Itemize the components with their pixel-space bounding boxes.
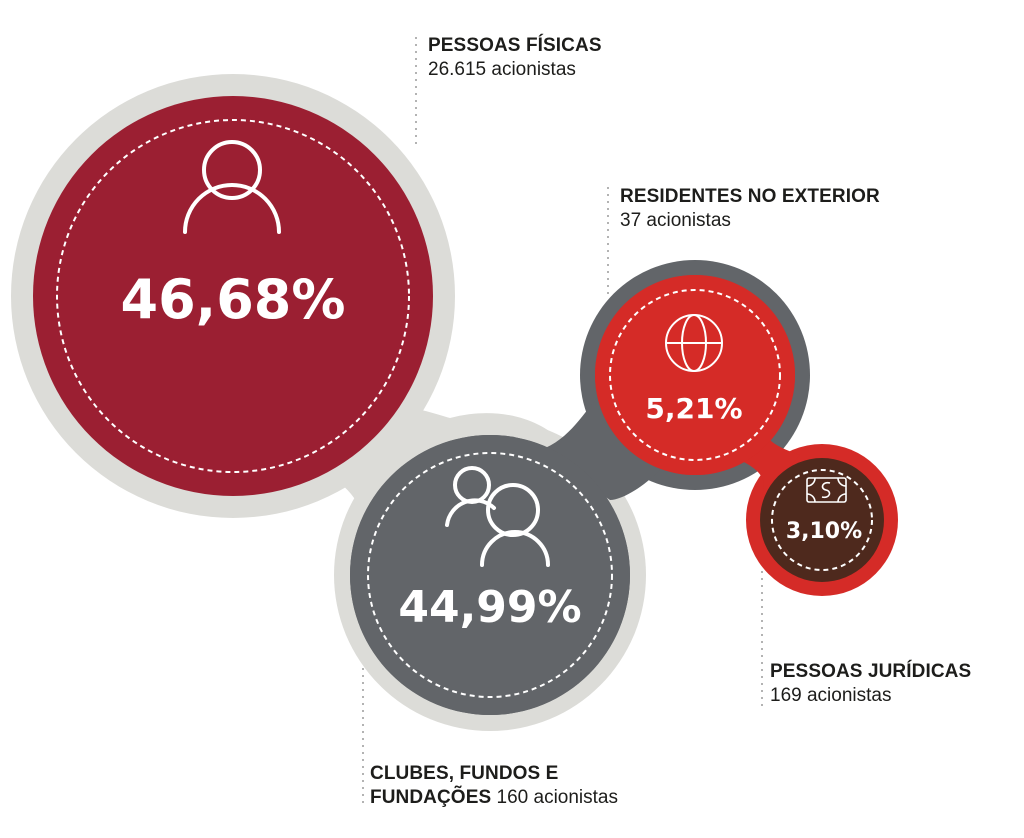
value-re: 5,21% (645, 392, 742, 425)
money-bill-icon (806, 477, 847, 503)
label-cff-count: 160 acionistas (496, 787, 618, 808)
bubble-pf (33, 96, 433, 496)
value-cff: 44,99% (398, 582, 581, 633)
person-icon (183, 140, 281, 234)
label-re: RESIDENTES NO EXTERIOR 37 acionistas (620, 185, 880, 233)
dashed-rings (56, 119, 873, 698)
bubble-pj (760, 458, 884, 582)
value-pf: 46,68% (121, 268, 346, 331)
label-cff-title-line2: FUNDAÇÕES (370, 787, 492, 808)
label-cff-title-line1: CLUBES, FUNDOS E (370, 763, 559, 784)
leader-lines (362, 37, 763, 809)
group-icon (445, 466, 550, 567)
label-pj-count: 169 acionistas (770, 685, 892, 706)
value-pj: 3,10% (786, 519, 862, 544)
label-re-title: RESIDENTES NO EXTERIOR (620, 186, 880, 207)
label-cff: CLUBES, FUNDOS E FUNDAÇÕES 160 acionista… (370, 762, 618, 810)
dashed-ring-pf (56, 119, 410, 473)
label-re-count: 37 acionistas (620, 210, 731, 231)
dashed-ring-cff (367, 452, 613, 698)
dashed-ring-re (609, 289, 781, 461)
dashed-ring-pj (771, 469, 873, 571)
label-pj-title: PESSOAS JURÍDICAS (770, 661, 972, 682)
label-pf-count: 26.615 acionistas (428, 59, 576, 80)
bubble-re (595, 275, 795, 475)
globe-icon (665, 314, 723, 372)
label-pf-title: PESSOAS FÍSICAS (428, 35, 602, 56)
label-pf: PESSOAS FÍSICAS 26.615 acionistas (428, 34, 602, 82)
label-pj: PESSOAS JURÍDICAS 169 acionistas (770, 660, 971, 708)
bubble-cff (350, 435, 630, 715)
